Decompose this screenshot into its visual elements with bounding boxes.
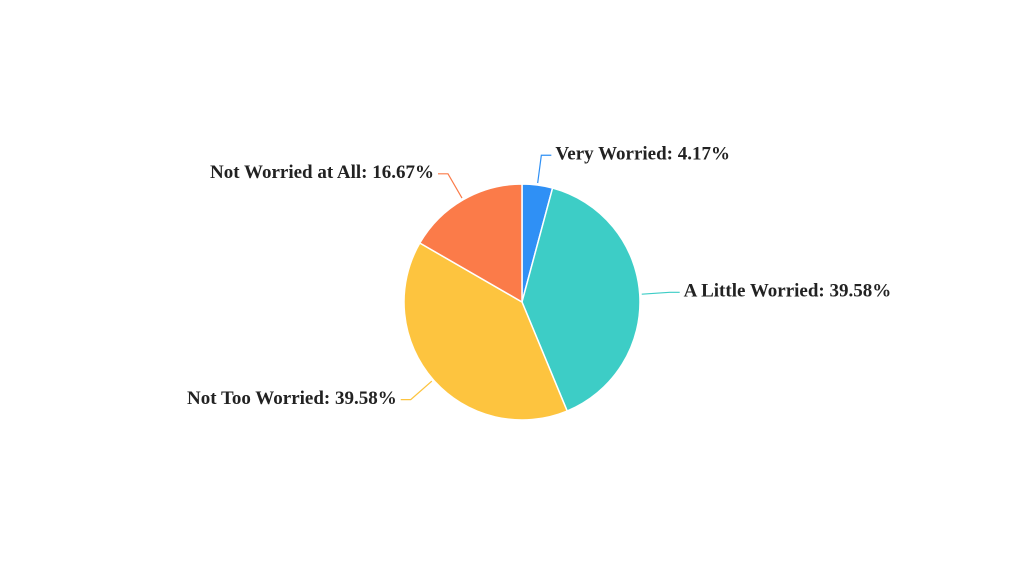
pie-slice bbox=[403, 241, 569, 421]
leader-line bbox=[537, 154, 552, 184]
leader-line bbox=[400, 380, 433, 401]
data-label: Not Worried at All: 16.67% bbox=[210, 162, 434, 183]
pie-slice bbox=[418, 183, 523, 304]
data-label: Very Worried: 4.17% bbox=[555, 144, 730, 165]
data-label: Not Too Worried: 39.58% bbox=[187, 388, 397, 409]
leader-line bbox=[437, 173, 463, 199]
pie-slice bbox=[521, 187, 641, 412]
data-label: A Little Worried: 39.58% bbox=[684, 281, 892, 302]
leader-line bbox=[641, 291, 680, 295]
